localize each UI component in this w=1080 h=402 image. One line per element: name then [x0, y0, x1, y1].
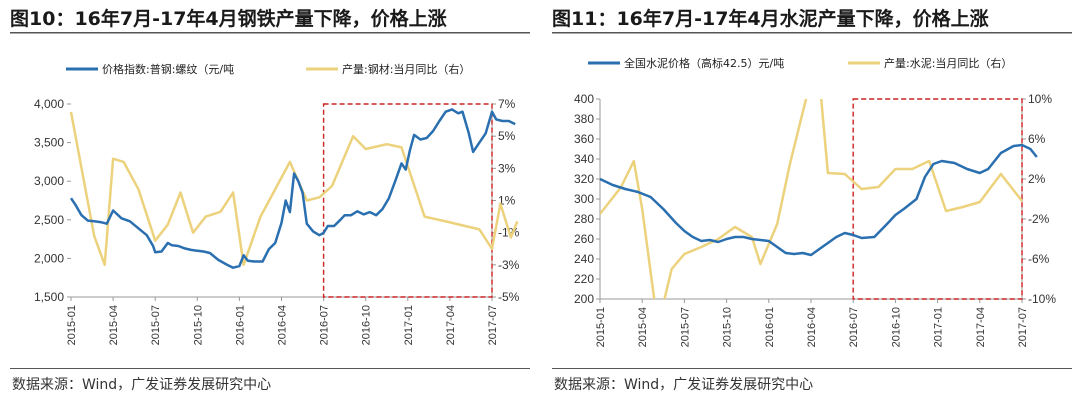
- steel-price-index-line: [69, 108, 516, 269]
- cement-left-tick-label: 260: [574, 232, 594, 246]
- cement-left-tick-label: 360: [574, 132, 594, 146]
- cement-chart-title: 图11：16年7月-17年4月水泥产量下降，价格上涨: [552, 7, 989, 30]
- cement-right-tick-label: 6%: [1028, 132, 1046, 146]
- steel-right-tick-label: -5%: [498, 290, 520, 304]
- cement-right-axis-labels: -10% -6% -2% 2% 6% 10%: [1022, 92, 1056, 306]
- steel-left-axis-labels: 1,500 2,000 2,500 3,000 3,500 4,000: [34, 97, 71, 304]
- steel-right-tick-label: -3%: [498, 258, 520, 272]
- steel-legend-price-label: 价格指数:普钢:螺纹（元/吨: [102, 62, 234, 76]
- cement-highlight-box: [852, 98, 1023, 300]
- cement-x-tick-label: 2017-01: [933, 307, 945, 347]
- cement-right-tick-label: -2%: [1028, 212, 1050, 226]
- cement-x-tick-label: 2015-04: [637, 307, 649, 347]
- steel-x-tick-label: 2015-07: [150, 305, 162, 345]
- cement-left-axis-labels: 200 220 240 260 280 300 320 340 360 380 400: [574, 92, 600, 306]
- steel-chart: 图10：16年7月-17年4月钢铁产量下降，价格上涨 价格指数:普钢:螺纹（元/…: [10, 7, 530, 393]
- steel-right-tick-label: 7%: [498, 97, 516, 111]
- steel-left-tick-label: 4,000: [34, 97, 64, 111]
- cement-left-tick-label: 380: [574, 112, 594, 126]
- steel-output-yoy-line: [69, 111, 519, 267]
- cement-left-tick-label: 400: [574, 92, 594, 106]
- steel-chart-title: 图10：16年7月-17年4月钢铁产量下降，价格上涨: [10, 7, 447, 30]
- steel-right-tick-label: 5%: [498, 129, 516, 143]
- steel-source-rule: [10, 368, 530, 369]
- cement-x-tick-label: 2016-07: [848, 307, 860, 347]
- cement-x-tick-label: 2015-10: [722, 307, 734, 347]
- cement-title-underline: [552, 32, 1072, 34]
- steel-x-axis-labels: 2015-01 2015-04 2015-07 2015-10 2016-01 2016-…: [66, 297, 499, 345]
- steel-x-tick-label: 2016-10: [361, 305, 373, 345]
- steel-left-tick-label: 1,500: [34, 290, 64, 304]
- cement-left-tick-label: 320: [574, 172, 594, 186]
- steel-x-tick-label: 2015-04: [108, 305, 120, 345]
- steel-x-tick-label: 2016-04: [277, 305, 289, 345]
- cement-x-tick-label: 2016-10: [890, 307, 902, 347]
- cement-x-tick-label: 2017-07: [1017, 307, 1029, 347]
- steel-legend-output-label: 产量:钢材:当月同比（右）: [342, 62, 470, 76]
- cement-source-rule: [552, 368, 1072, 369]
- steel-left-tick-label: 2,000: [34, 251, 64, 265]
- cement-legend-price-label: 全国水泥价格（高标42.5）元/吨: [624, 56, 784, 70]
- cement-x-tick-label: 2015-01: [595, 307, 607, 347]
- cement-left-tick-label: 300: [574, 192, 594, 206]
- steel-right-tick-label: 3%: [498, 161, 516, 175]
- cement-x-tick-label: 2015-07: [679, 307, 691, 347]
- steel-right-axis-labels: -5%-3%-1%1%3%5%7%: [492, 97, 520, 304]
- steel-x-tick-label: 2016-01: [234, 305, 246, 345]
- cement-x-tick-label: 2016-01: [764, 307, 776, 347]
- cement-right-tick-label: -6%: [1028, 252, 1050, 266]
- steel-x-tick-label: 2015-01: [66, 305, 78, 345]
- cement-output-yoy-line: [600, 99, 1022, 299]
- steel-x-tick-label: 2016-07: [319, 305, 331, 345]
- steel-x-tick-label: 2017-01: [403, 305, 415, 345]
- steel-left-tick-label: 3,500: [34, 136, 64, 150]
- steel-x-tick-label: 2017-07: [487, 305, 499, 345]
- cement-legend-output-label: 产量:水泥:当月同比（右）: [884, 56, 1012, 70]
- cement-left-tick-label: 280: [574, 212, 594, 226]
- cement-source-note: 数据来源：Wind，广发证券发展研究中心: [554, 377, 813, 393]
- cement-x-axis-labels: 2015-01 2015-04 2015-07 2015-10 2016-01 2016-…: [595, 299, 1029, 347]
- steel-left-tick-label: 3,000: [34, 174, 64, 188]
- cement-chart: 图11：16年7月-17年4月水泥产量下降，价格上涨 全国水泥价格（高标42.5…: [552, 7, 1072, 393]
- steel-x-tick-label: 2017-04: [445, 305, 457, 345]
- cement-left-tick-label: 200: [574, 292, 594, 306]
- steel-left-tick-label: 2,500: [34, 213, 64, 227]
- cement-left-tick-label: 240: [574, 252, 594, 266]
- steel-source-note: 数据来源：Wind，广发证券发展研究中心: [12, 377, 271, 393]
- cement-right-tick-label: -10%: [1028, 292, 1056, 306]
- steel-right-tick-label: 1%: [498, 194, 516, 208]
- steel-highlight-box: [322, 103, 493, 298]
- steel-title-underline: [10, 32, 530, 34]
- cement-price-line: [599, 143, 1038, 257]
- cement-x-tick-label: 2016-04: [806, 307, 818, 347]
- cement-right-tick-label: 10%: [1028, 92, 1052, 106]
- cement-left-tick-label: 340: [574, 152, 594, 166]
- steel-x-tick-label: 2015-10: [192, 305, 204, 345]
- cement-left-tick-label: 220: [574, 272, 594, 286]
- cement-right-tick-label: 2%: [1028, 172, 1046, 186]
- cement-x-tick-label: 2017-04: [975, 307, 987, 347]
